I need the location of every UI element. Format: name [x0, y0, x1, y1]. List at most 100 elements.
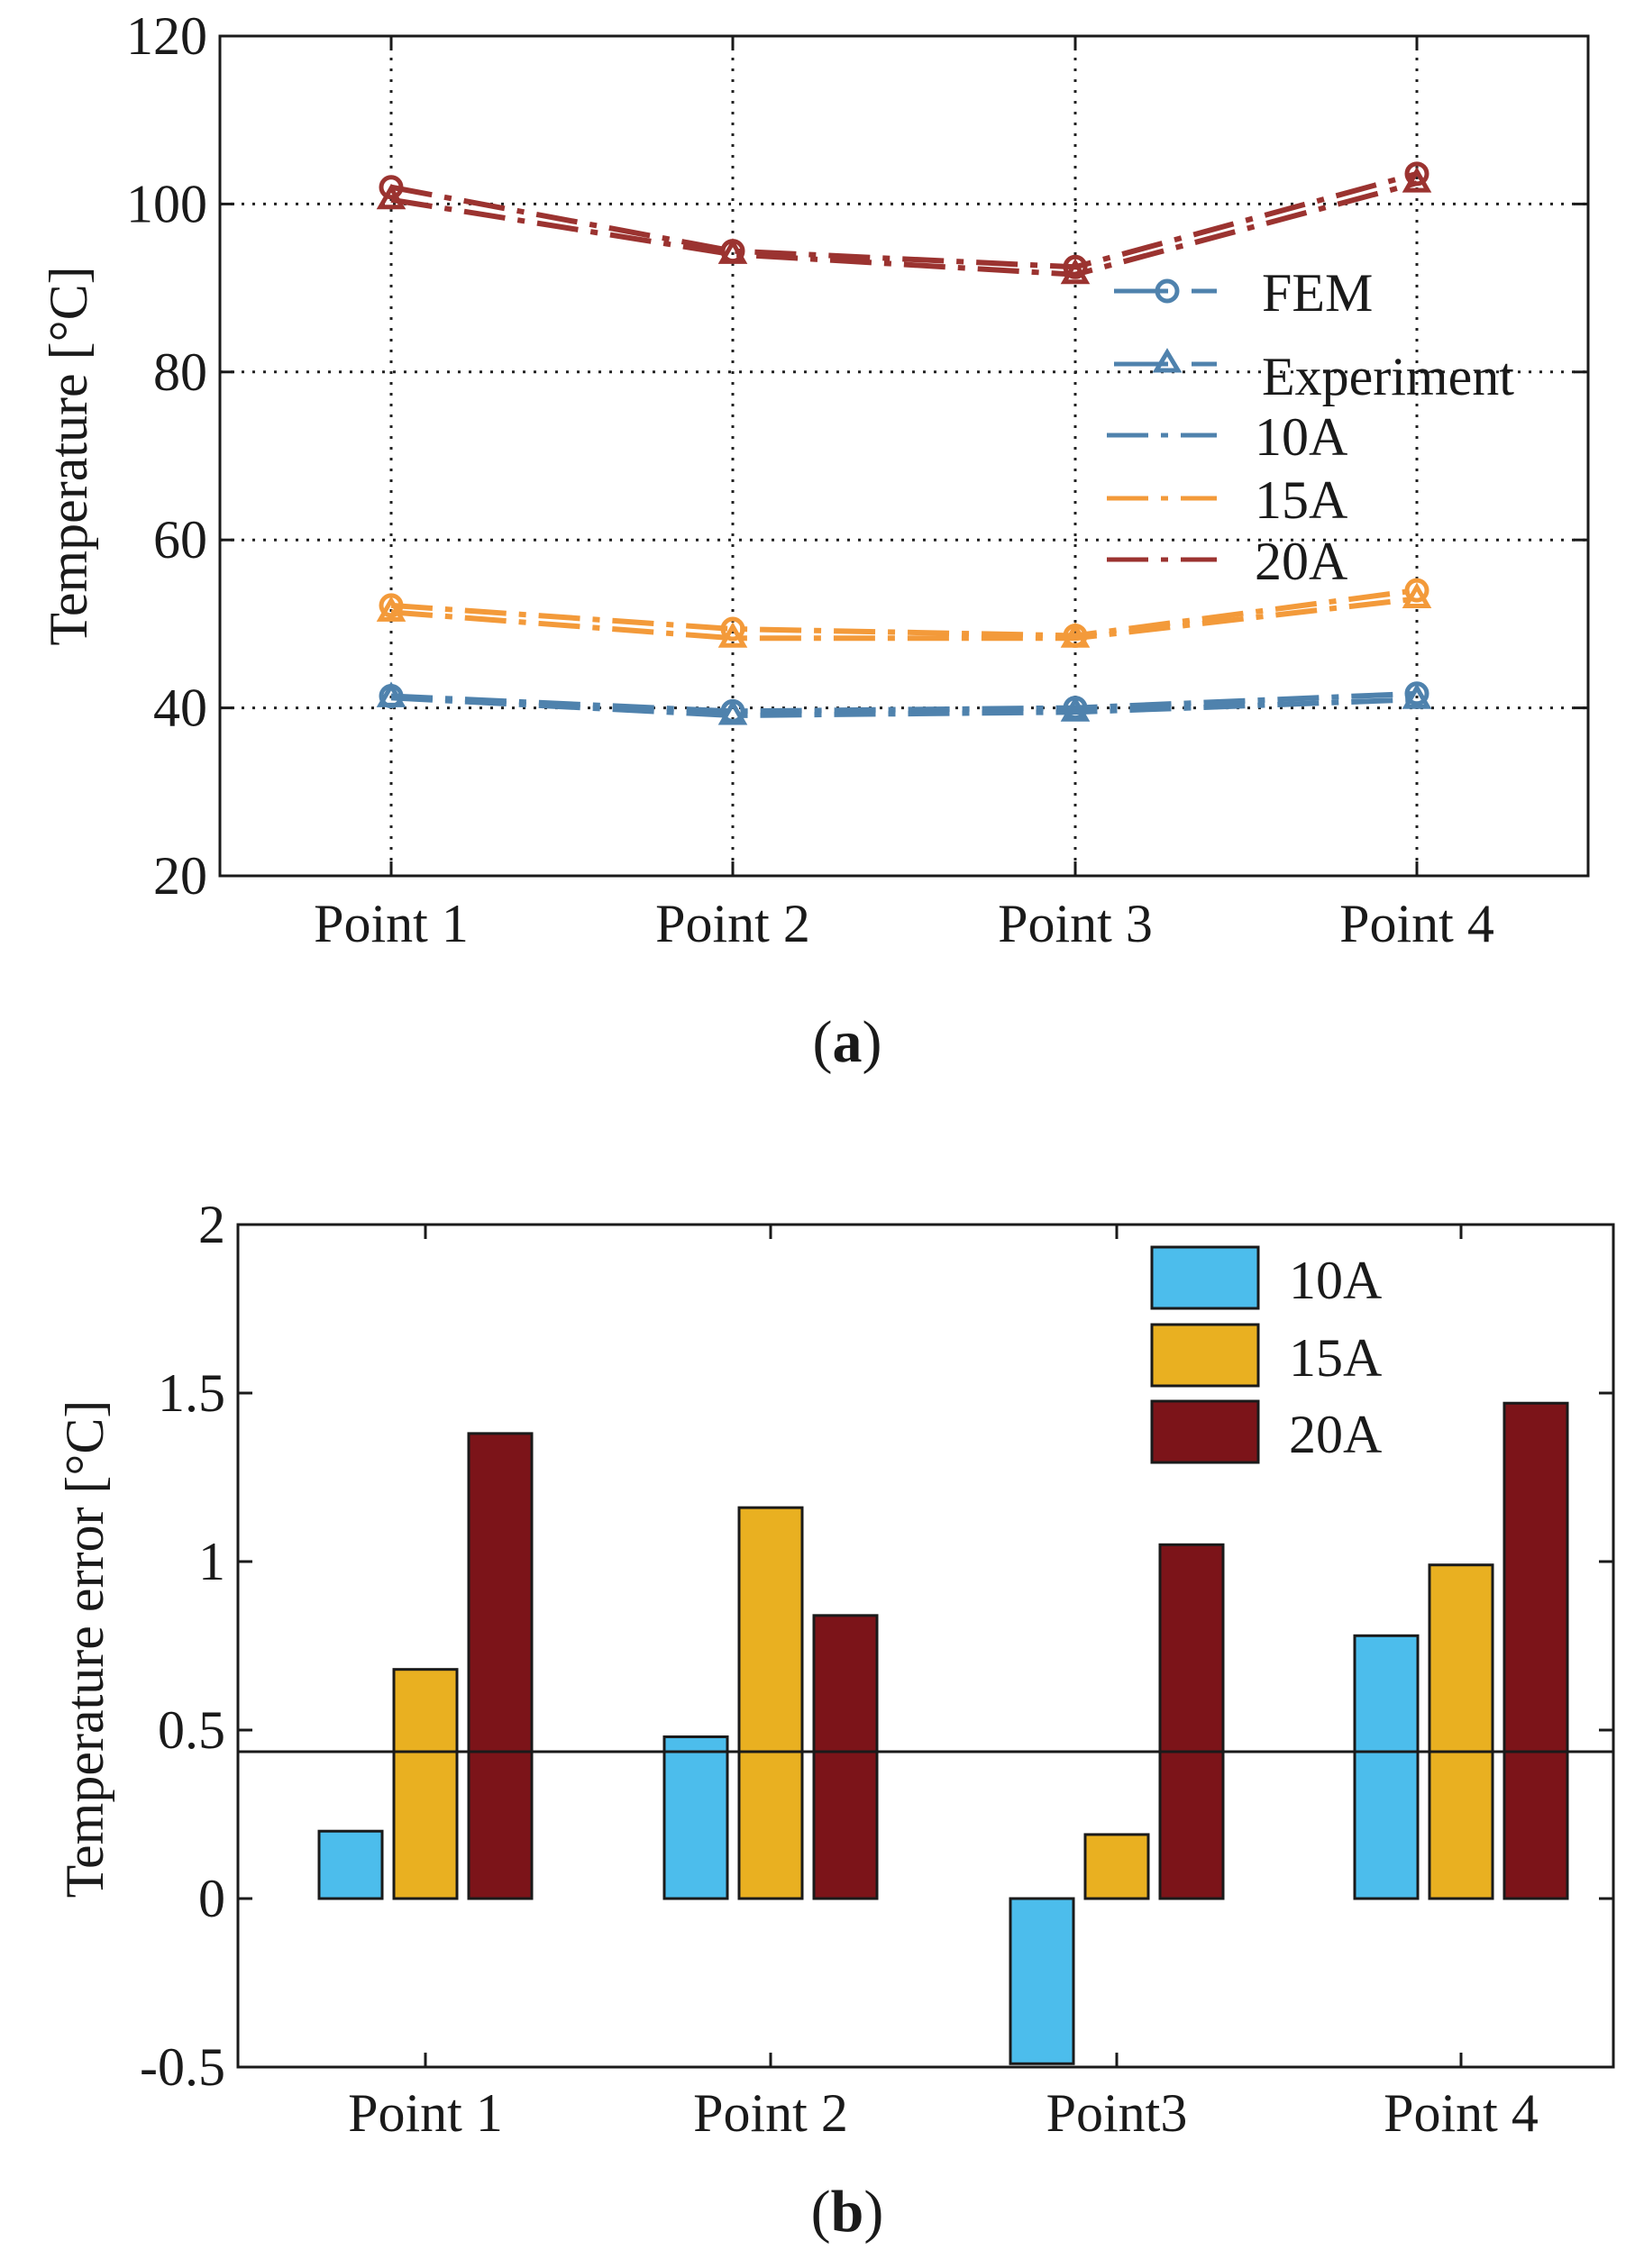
point-20a-experiment-2	[717, 238, 748, 264]
point-20a-fem-1	[379, 175, 404, 200]
point-15a-experiment-4	[1402, 582, 1432, 608]
gridlines	[220, 36, 1588, 876]
x-axis-ticks: Point 1 Point 2 Point 3 Point 4	[314, 36, 1494, 953]
caption-a-letter: a	[833, 1009, 863, 1075]
point-15a-fem-4	[1404, 578, 1429, 603]
x-tick-label-point-1: Point 1	[314, 894, 469, 953]
legend-item-10a: 10A	[1107, 407, 1347, 467]
x-tick-label-point-4: Point 4	[1384, 2083, 1539, 2143]
x-tick-label-point-2: Point 2	[693, 2083, 848, 2143]
y-tick-label: -0.5	[140, 2037, 225, 2097]
series-group	[376, 161, 1432, 725]
point-15a-fem-2	[720, 616, 745, 642]
y-tick-label: 100	[126, 174, 207, 233]
point-15a-fem-1	[379, 593, 404, 618]
x-axis-ticks: Point 1 Point 2 Point3 Point 4	[348, 1225, 1539, 2143]
bar-20a-point3	[1158, 1543, 1225, 1900]
caption-a: (a)	[813, 1009, 882, 1075]
y-tick-label: 2	[198, 1195, 225, 1254]
legend-item-10a: 10A	[1150, 1245, 1382, 1310]
y-tick-label: 0.5	[158, 1700, 225, 1760]
legend-item-fem: FEM	[1114, 263, 1373, 323]
y-axis-label: Temperature error [°C]	[55, 1400, 114, 1899]
bar-chart-b: -0.500.511.52 Point 1 Point 2 Point3 Point …	[55, 1195, 1615, 2245]
series-10a-experiment	[376, 681, 1432, 725]
point-15a-experiment-1	[376, 596, 406, 622]
bar-15a-point-4	[1428, 1563, 1494, 1900]
plot-frame-b	[236, 1223, 1615, 2069]
bar-15a-point3	[1083, 1833, 1150, 1900]
bar-20a-point-2	[812, 1614, 879, 1900]
legend-label-15a: 15A	[1255, 470, 1347, 530]
point-20a-experiment-3	[1060, 258, 1091, 285]
series-line	[390, 695, 1418, 718]
point-10a-experiment-3	[1060, 696, 1091, 722]
x-tick-label-point-4: Point 4	[1339, 894, 1494, 953]
x-tick-label-point3: Point3	[1046, 2083, 1188, 2143]
series-line	[390, 596, 1418, 642]
point-15a-experiment-2	[717, 622, 748, 648]
legend-item-experiment: Experiment	[1114, 347, 1514, 406]
legend-swatch-15a	[1150, 1323, 1260, 1388]
legend-item-15a: 15A	[1107, 470, 1347, 530]
bar-15a-point-2	[737, 1506, 804, 1900]
x-tick-label-point-2: Point 2	[655, 894, 810, 953]
y-axis-ticks: -0.5 0 0.5 1 1.5 2	[140, 1195, 1613, 2097]
caption-b: (b)	[811, 2179, 884, 2245]
y-tick-label: 20	[153, 846, 207, 906]
caption-b-letter: b	[831, 2179, 864, 2245]
y-axis-ticks: 20 40 60 80 100 120	[126, 6, 1588, 906]
bar-20a-point-4	[1502, 1401, 1569, 1900]
bar-10a-point-2	[662, 1735, 729, 1900]
triangle-marker-icon	[1152, 348, 1183, 373]
bar-10a-point-4	[1353, 1634, 1420, 1900]
bar-10a-point-1	[317, 1829, 384, 1900]
legend-label-fem: FEM	[1262, 263, 1373, 323]
series-line	[390, 587, 1418, 639]
legend-item-20a: 20A	[1150, 1399, 1382, 1464]
legend-label-10a: 10A	[1289, 1251, 1382, 1310]
y-tick-label: 0	[198, 1869, 225, 1928]
x-tick-label-point-1: Point 1	[348, 2083, 503, 2143]
legend-label-20a: 20A	[1255, 532, 1347, 591]
legend-swatch-10a	[1150, 1245, 1260, 1310]
point-20a-experiment-1	[376, 183, 406, 210]
legend-item-15a: 15A	[1150, 1323, 1382, 1388]
point-10a-experiment-4	[1402, 683, 1432, 709]
y-tick-label: 1	[198, 1532, 225, 1591]
circle-marker-icon	[1155, 278, 1180, 304]
series-line	[390, 170, 1418, 270]
y-tick-label: 80	[153, 342, 207, 402]
y-tick-label: 120	[126, 6, 207, 66]
bar-20a-point-1	[467, 1432, 534, 1900]
point-15a-experiment-3	[1060, 622, 1091, 648]
legend-a: FEM Experiment 10A 15A 20A	[1107, 263, 1514, 591]
x-tick-label-point-3: Point 3	[998, 894, 1153, 953]
y-axis-label: Temperature [°C]	[39, 266, 98, 645]
y-tick-label: 40	[153, 679, 207, 738]
series-line	[390, 690, 1418, 715]
legend-label-experiment: Experiment	[1262, 347, 1514, 406]
plot-frame-a	[218, 34, 1590, 878]
series-20a-experiment	[376, 167, 1432, 285]
point-10a-experiment-2	[717, 698, 748, 725]
legend-swatch-20a	[1150, 1399, 1260, 1464]
series-15a-experiment	[376, 582, 1432, 648]
y-tick-label: 60	[153, 510, 207, 569]
series-10a-fem	[379, 681, 1429, 724]
bars-group	[317, 1401, 1569, 2065]
legend-item-20a: 20A	[1107, 532, 1347, 591]
y-tick-label: 1.5	[158, 1363, 225, 1423]
legend-label-15a: 15A	[1289, 1328, 1382, 1388]
bar-15a-point-1	[392, 1668, 459, 1900]
point-10a-experiment-1	[376, 681, 406, 707]
legend-label-20a: 20A	[1289, 1405, 1382, 1464]
svg-text:(b): (b)	[811, 2179, 884, 2245]
point-20a-experiment-4	[1402, 167, 1432, 193]
bar-10a-point3	[1009, 1897, 1075, 2065]
legend-label-10a: 10A	[1255, 407, 1347, 467]
legend-b: 10A 15A 20A	[1150, 1245, 1382, 1464]
series-line	[390, 180, 1418, 278]
